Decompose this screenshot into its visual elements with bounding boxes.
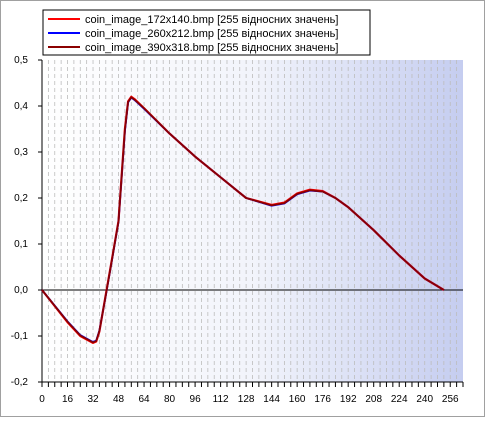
- x-tick-label: 16: [62, 394, 74, 405]
- legend[interactable]: coin_image_172x140.bmp [255 відносних зн…: [42, 9, 371, 56]
- y-tick-label: 0,3: [14, 147, 28, 158]
- grid-lines: [47, 60, 458, 382]
- y-tick-label: -0,1: [11, 331, 29, 342]
- x-tick-label: 112: [213, 394, 229, 405]
- x-tick-label: 96: [190, 394, 202, 405]
- legend-entry-2: coin_image_260x212.bmp [255 відносних зн…: [85, 28, 338, 40]
- x-tick-label: 240: [416, 394, 433, 405]
- y-tick-label: 0,5: [14, 55, 28, 66]
- x-tick-label: 224: [391, 394, 408, 405]
- x-tick-label: 208: [365, 394, 382, 405]
- series-line-3: [41, 96, 445, 344]
- x-tick-label: 160: [289, 394, 306, 405]
- legend-entry-1: coin_image_172x140.bmp [255 відносних зн…: [85, 14, 338, 26]
- axes: 0 16 32 48 64 80 96 112 128 144 160 176 192 208 224 240…: [11, 55, 464, 405]
- y-tick-label: -0,2: [11, 377, 29, 388]
- y-tick-label: 0,1: [14, 239, 28, 250]
- x-tick-label: 32: [87, 394, 99, 405]
- x-tick-label: 48: [113, 394, 125, 405]
- x-tick-label: 64: [138, 394, 150, 405]
- x-tick-label: 128: [238, 394, 255, 405]
- legend-box: [42, 9, 371, 56]
- x-tick-label: 256: [442, 394, 459, 405]
- x-tick-label: 80: [164, 394, 176, 405]
- legend-entry-3: coin_image_390x318.bmp [255 відносних зн…: [85, 42, 338, 54]
- x-tick-label: 176: [314, 394, 331, 405]
- y-tick-label: 0,2: [14, 193, 28, 204]
- y-tick-label: 0,0: [14, 285, 28, 296]
- series-lines: [41, 95, 445, 344]
- y-tick-label: 0,4: [14, 101, 28, 112]
- x-tick-label: 0: [39, 394, 45, 405]
- x-tick-label: 144: [263, 394, 280, 405]
- x-tick-label: 192: [340, 394, 357, 405]
